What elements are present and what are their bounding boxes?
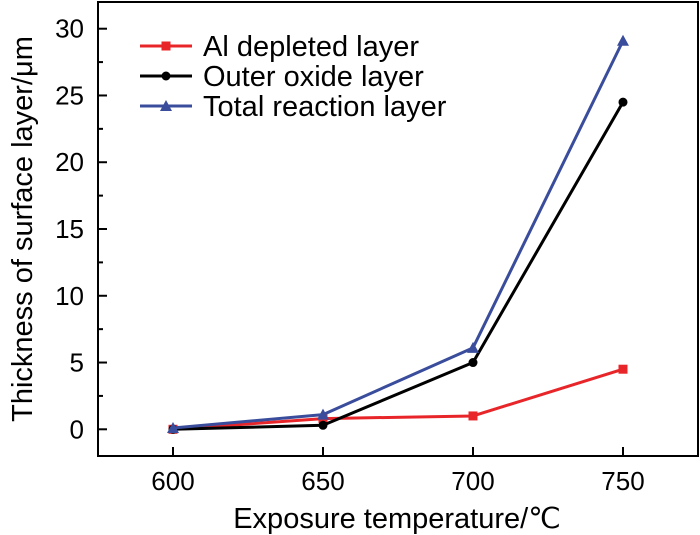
legend-label: Outer oxide layer xyxy=(203,61,424,93)
data-point xyxy=(618,97,628,107)
legend-marker xyxy=(161,41,171,51)
y-tick-label: 15 xyxy=(55,214,84,244)
x-axis-title: Exposure temperature/℃ xyxy=(233,503,561,535)
data-point xyxy=(318,420,328,430)
data-point xyxy=(468,358,478,368)
data-point xyxy=(317,408,329,420)
legend-label: Al depleted layer xyxy=(203,31,419,63)
y-tick-label: 10 xyxy=(55,281,84,311)
y-tick-label: 0 xyxy=(70,414,84,444)
series-line xyxy=(172,101,625,431)
series-line xyxy=(172,40,625,430)
axis-ticks: 0 5 10 15 20 25 30 600 650 700 750 xyxy=(55,14,645,496)
series-3 xyxy=(167,34,629,433)
y-tick-label: 30 xyxy=(55,14,84,44)
y-axis-title: Thickness of surface layer/μm xyxy=(7,36,39,422)
y-tick-label: 5 xyxy=(70,348,84,378)
data-point xyxy=(617,34,629,46)
y-tick-label: 25 xyxy=(55,80,84,110)
data-point xyxy=(167,421,179,433)
legend-marker xyxy=(161,71,171,81)
x-tick-label: 700 xyxy=(451,466,494,496)
series-line xyxy=(172,367,624,431)
x-tick-label: 750 xyxy=(601,466,644,496)
data-point xyxy=(618,364,628,374)
series-layer xyxy=(167,34,629,434)
x-tick-label: 600 xyxy=(151,466,194,496)
series-2 xyxy=(168,97,628,434)
x-tick-label: 650 xyxy=(301,466,344,496)
legend-label: Total reaction layer xyxy=(203,91,447,123)
y-tick-label: 20 xyxy=(55,147,84,177)
legend-item: Al depleted layer xyxy=(140,31,419,63)
legend-item: Total reaction layer xyxy=(140,91,447,123)
legend-marker xyxy=(160,100,172,111)
data-point xyxy=(467,341,479,353)
data-point xyxy=(468,411,478,421)
legend-item: Outer oxide layer xyxy=(140,61,424,93)
